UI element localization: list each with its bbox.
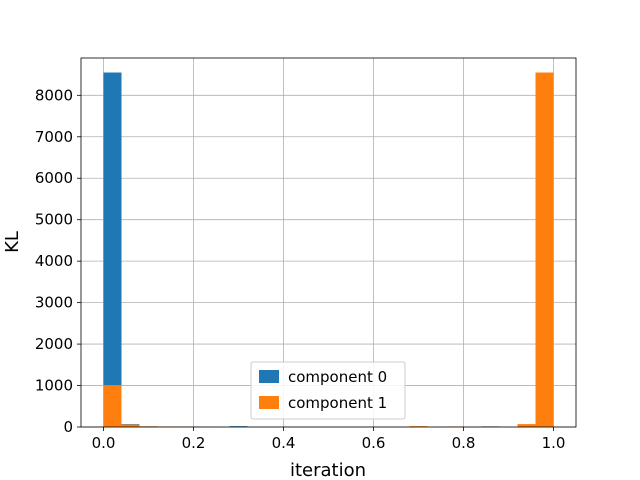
bar-component-0 [103, 72, 122, 428]
y-tick-label: 8000 [35, 86, 73, 104]
legend-box [250, 361, 406, 420]
y-tick-label: 7000 [35, 128, 73, 146]
x-tick-label: 0.0 [92, 434, 116, 452]
legend-label-component-0: component 0 [288, 368, 387, 386]
legend: component 0 component 1 [250, 361, 406, 420]
legend-swatch-component-1 [259, 396, 279, 409]
x-axis-ticks: 0.0 0.2 0.4 0.6 0.8 1.0 [92, 427, 566, 452]
y-tick-label: 1000 [35, 377, 73, 395]
legend-label-component-1: component 1 [288, 394, 387, 412]
bar-component-0 [229, 426, 248, 427]
y-tick-label: 0 [63, 418, 73, 436]
grid-lines [81, 58, 576, 428]
y-axis-ticks: 0 1000 2000 3000 4000 5000 6000 7000 8000 [35, 86, 81, 436]
x-tick-label: 1.0 [542, 434, 566, 452]
bar-component-1 [517, 424, 536, 427]
x-tick-label: 0.6 [362, 434, 386, 452]
histogram-bars [103, 72, 554, 428]
plot-frame [80, 57, 577, 428]
y-tick-label: 4000 [35, 252, 73, 270]
legend-swatch-component-0 [259, 370, 279, 383]
y-axis-label: KL [2, 231, 23, 253]
y-tick-label: 3000 [35, 294, 73, 312]
x-tick-label: 0.4 [272, 434, 296, 452]
x-tick-label: 0.8 [452, 434, 476, 452]
bar-component-1 [103, 385, 122, 427]
bar-component-1 [535, 72, 554, 428]
y-tick-label: 2000 [35, 335, 73, 353]
y-tick-label: 5000 [35, 211, 73, 229]
bar-component-1 [121, 424, 140, 427]
y-tick-label: 6000 [35, 169, 73, 187]
x-tick-label: 0.2 [182, 434, 206, 452]
bar-component-1 [409, 426, 428, 427]
x-axis-label: iteration [290, 460, 366, 480]
